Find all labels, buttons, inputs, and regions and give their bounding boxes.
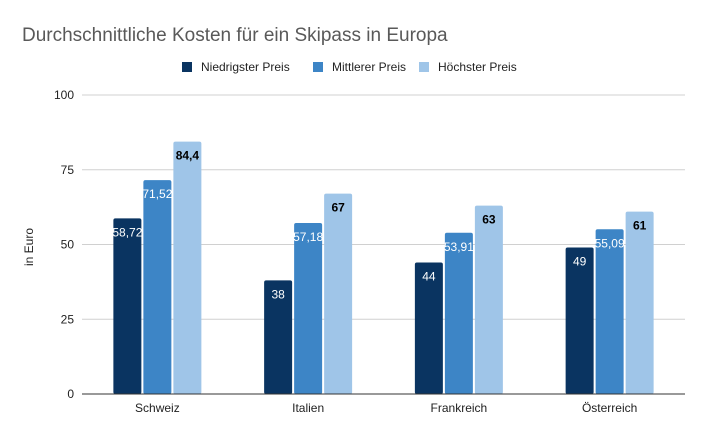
data-label: 55,09 <box>595 236 625 250</box>
y-axis-ticks: 0 25 50 75 100 <box>54 88 74 401</box>
legend-label: Niedrigster Preis <box>201 60 290 74</box>
y-tick-label: 75 <box>61 163 75 177</box>
bar-2-3 <box>444 232 473 394</box>
legend-swatch <box>313 62 323 72</box>
y-tick-label: 25 <box>61 312 75 326</box>
bar-2-4 <box>595 229 624 394</box>
y-tick-label: 50 <box>61 238 75 252</box>
data-label: 53,91 <box>444 240 474 254</box>
legend-label: Mittlerer Preis <box>332 60 406 74</box>
chart-title: Durchschnittliche Kosten für ein Skipass… <box>22 25 448 46</box>
y-tick-label: 0 <box>67 387 74 401</box>
x-tick-label: Österreich <box>582 401 637 415</box>
bar-2-2 <box>294 223 323 394</box>
data-label: 38 <box>271 287 285 301</box>
legend-swatch <box>182 62 192 72</box>
y-axis-label: in Euro <box>22 228 36 266</box>
data-label: 49 <box>573 254 587 268</box>
gridlines <box>82 94 685 320</box>
x-tick-label: Italien <box>292 401 324 415</box>
data-label: 44 <box>422 269 436 283</box>
bar-3-4 <box>625 211 654 394</box>
data-label: 67 <box>331 201 345 215</box>
bar-3-2 <box>324 193 353 394</box>
bar-1-1 <box>113 218 142 394</box>
data-label: 84,4 <box>176 149 200 163</box>
y-tick-label: 100 <box>54 88 74 102</box>
bar-1-4 <box>565 247 594 394</box>
bar-2-1 <box>143 180 172 394</box>
data-labels: 58,72 71,52 84,4 38 57,18 67 44 53,91 63 49 55,09 6… <box>112 149 646 302</box>
data-label: 57,18 <box>293 230 323 244</box>
x-tick-label: Frankreich <box>431 401 488 415</box>
bars <box>113 141 654 394</box>
legend-label: Höchster Preis <box>438 60 517 74</box>
data-label: 58,72 <box>112 225 142 239</box>
data-label: 63 <box>482 213 496 227</box>
bar-3-3 <box>474 205 503 394</box>
legend: Niedrigster Preis Mittlerer Preis Höchster… <box>182 60 517 74</box>
bar-1-2 <box>264 280 293 394</box>
legend-swatch <box>419 62 429 72</box>
bar-3-1 <box>173 141 202 394</box>
x-axis-ticks: Schweiz Italien Frankreich Österreich <box>135 401 637 415</box>
x-tick-label: Schweiz <box>135 401 180 415</box>
bar-1-3 <box>414 262 443 394</box>
data-label: 61 <box>633 219 647 233</box>
data-label: 71,52 <box>142 187 172 201</box>
